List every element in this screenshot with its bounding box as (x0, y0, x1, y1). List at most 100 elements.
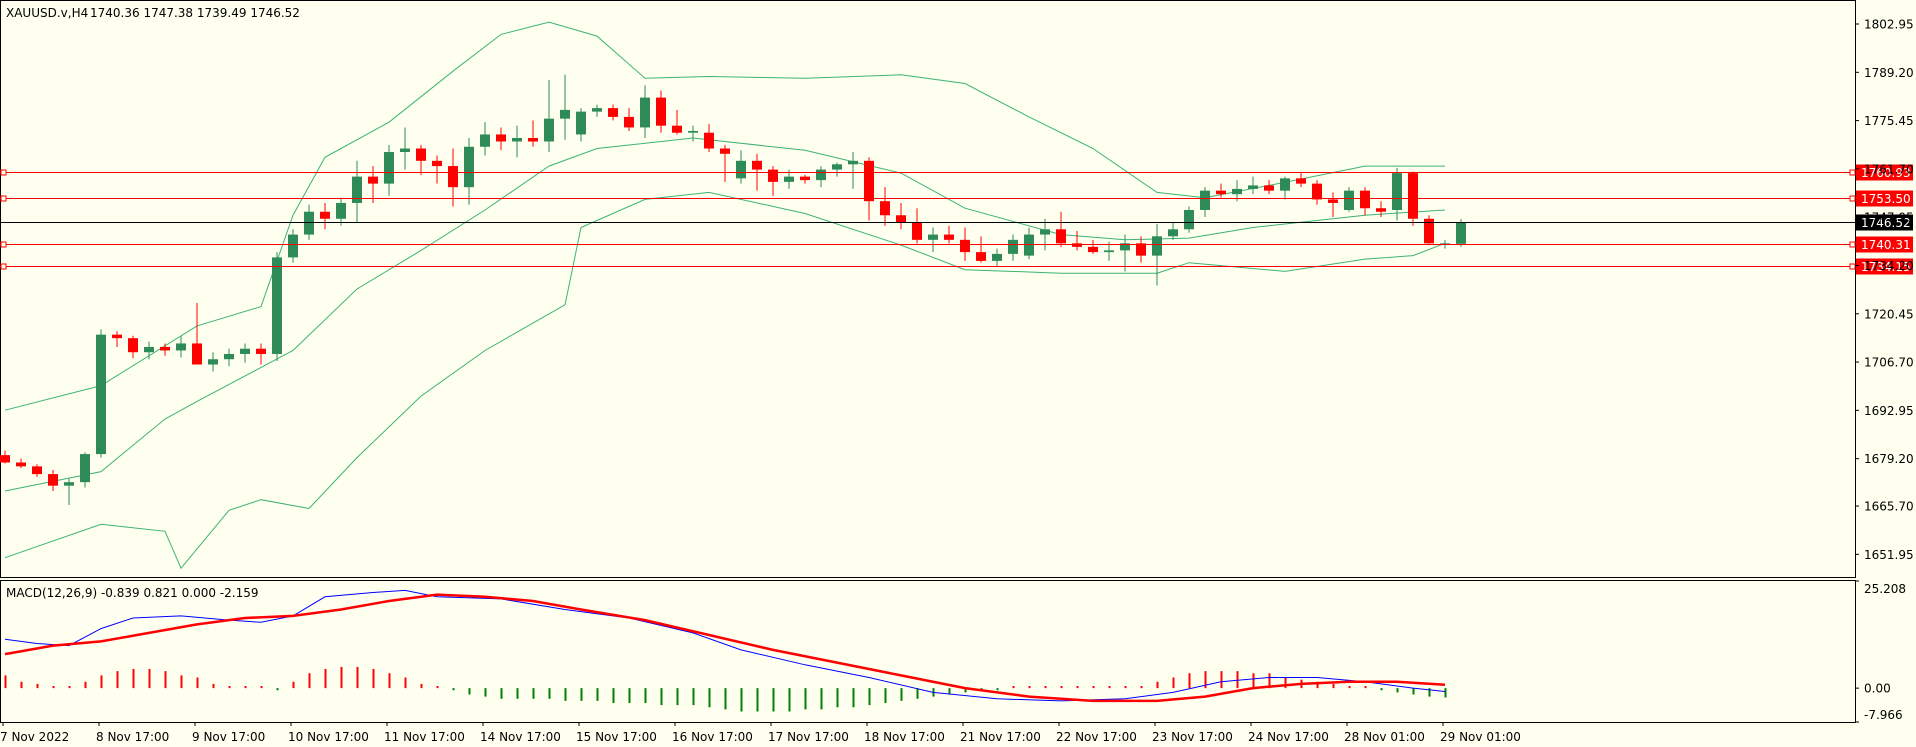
candle-body (16, 462, 26, 467)
level-handle-right[interactable] (1849, 195, 1856, 202)
macd-panel[interactable]: 25.208 0.00 -7.966 MACD(12,26,9) -0.839 0.… (0, 580, 1907, 723)
candle (624, 108, 634, 131)
candle-body (528, 137, 538, 142)
candle (1040, 218, 1050, 251)
candle-body (464, 146, 474, 188)
candle (1024, 227, 1034, 260)
level-price-tag (1856, 214, 1913, 231)
candle-body (1424, 218, 1434, 244)
macd-histogram (4, 666, 1447, 712)
candle-body (416, 148, 426, 161)
time-tick-label: 9 Nov 17:00 (192, 730, 265, 744)
price-tick-label: 1789.20 (1864, 66, 1914, 80)
candle-body (688, 130, 698, 133)
price-panel[interactable]: 1760.93 1753.50 1746.52 1740.31 1734.15 1802… (0, 0, 1914, 578)
candle (1424, 215, 1434, 246)
level-handle-left[interactable] (0, 263, 7, 270)
candle-body (976, 252, 986, 261)
candle (480, 122, 490, 156)
candle (176, 336, 186, 358)
candle (96, 329, 106, 458)
candle (112, 331, 122, 347)
level-handle-right[interactable] (1849, 263, 1856, 270)
candle (496, 127, 506, 151)
price-tick-label: 1802.95 (1864, 18, 1914, 32)
level-handle-right[interactable] (1849, 241, 1856, 248)
candle-body (1008, 239, 1018, 254)
candle-body (912, 222, 922, 240)
candle (800, 174, 810, 184)
candle-body (608, 108, 618, 117)
candle (560, 74, 570, 140)
candle (576, 108, 586, 142)
candle (256, 343, 266, 365)
candle (592, 104, 602, 117)
price-tick-label: 1665.70 (1864, 500, 1914, 514)
candle (640, 85, 650, 138)
candle-body (640, 97, 650, 128)
candle-body (160, 346, 170, 351)
candle (144, 341, 154, 360)
candle-body (1168, 229, 1178, 237)
candle-body (1088, 246, 1098, 253)
candle (688, 125, 698, 142)
level-handle-left[interactable] (0, 241, 7, 248)
level-handle-left[interactable] (0, 169, 7, 176)
candle-body (544, 118, 554, 142)
horizontal-levels[interactable]: 1760.93 1753.50 1746.52 1740.31 1734.15 (0, 164, 1913, 275)
level-handle-left[interactable] (0, 195, 7, 202)
candle-body (704, 132, 714, 149)
candle-body (1024, 234, 1034, 256)
candle-body (848, 160, 858, 165)
candle-body (720, 148, 730, 154)
candle (1344, 187, 1354, 212)
level-price-tag (1856, 258, 1913, 275)
candle-body (1120, 243, 1130, 251)
candle (832, 162, 842, 177)
time-tick-label: 28 Nov 01:00 (1344, 730, 1425, 744)
symbol-label: XAUUSD.v,H4 (6, 6, 88, 20)
candle-body (656, 97, 666, 126)
level-price-label: 1734.15 (1861, 260, 1911, 274)
candle (432, 155, 442, 184)
candle (208, 352, 218, 372)
candle-body (48, 474, 58, 486)
candle (928, 227, 938, 253)
price-tick-label: 1761.70 (1864, 162, 1914, 176)
candle-body (448, 166, 458, 188)
candle-body (1296, 178, 1306, 184)
candle-body (1408, 173, 1418, 219)
candle-body (752, 160, 762, 170)
bollinger-middle-line (4, 137, 1446, 492)
price-panel-frame (0, 0, 1856, 578)
price-tick-label: 1651.95 (1864, 548, 1914, 562)
level-handle-right[interactable] (1849, 169, 1856, 176)
candle (16, 458, 26, 469)
candle (528, 120, 538, 147)
candle (1456, 219, 1466, 247)
time-tick-label: 24 Nov 17:00 (1248, 730, 1329, 744)
level-price-tag (1856, 190, 1913, 207)
candle-body (304, 211, 314, 235)
macd-axis: 25.208 0.00 -7.966 (1855, 580, 1906, 723)
candle-body (512, 137, 522, 142)
candle-body (800, 176, 810, 181)
candle (816, 166, 826, 188)
candle (848, 152, 858, 189)
time-tick-label: 10 Nov 17:00 (288, 730, 369, 744)
level-price-label: 1760.93 (1861, 166, 1911, 180)
candle-body (1264, 185, 1274, 191)
candle (288, 229, 298, 263)
candle-body (0, 455, 10, 463)
candle-body (96, 334, 106, 455)
candle-body (864, 160, 874, 202)
candle (224, 348, 234, 367)
candle-body (496, 134, 506, 142)
candle-body (112, 334, 122, 339)
candle (64, 478, 74, 505)
price-tick-label: 1720.45 (1864, 307, 1914, 321)
time-tick-label: 21 Nov 17:00 (960, 730, 1041, 744)
price-tick-label: 1706.70 (1864, 356, 1914, 370)
